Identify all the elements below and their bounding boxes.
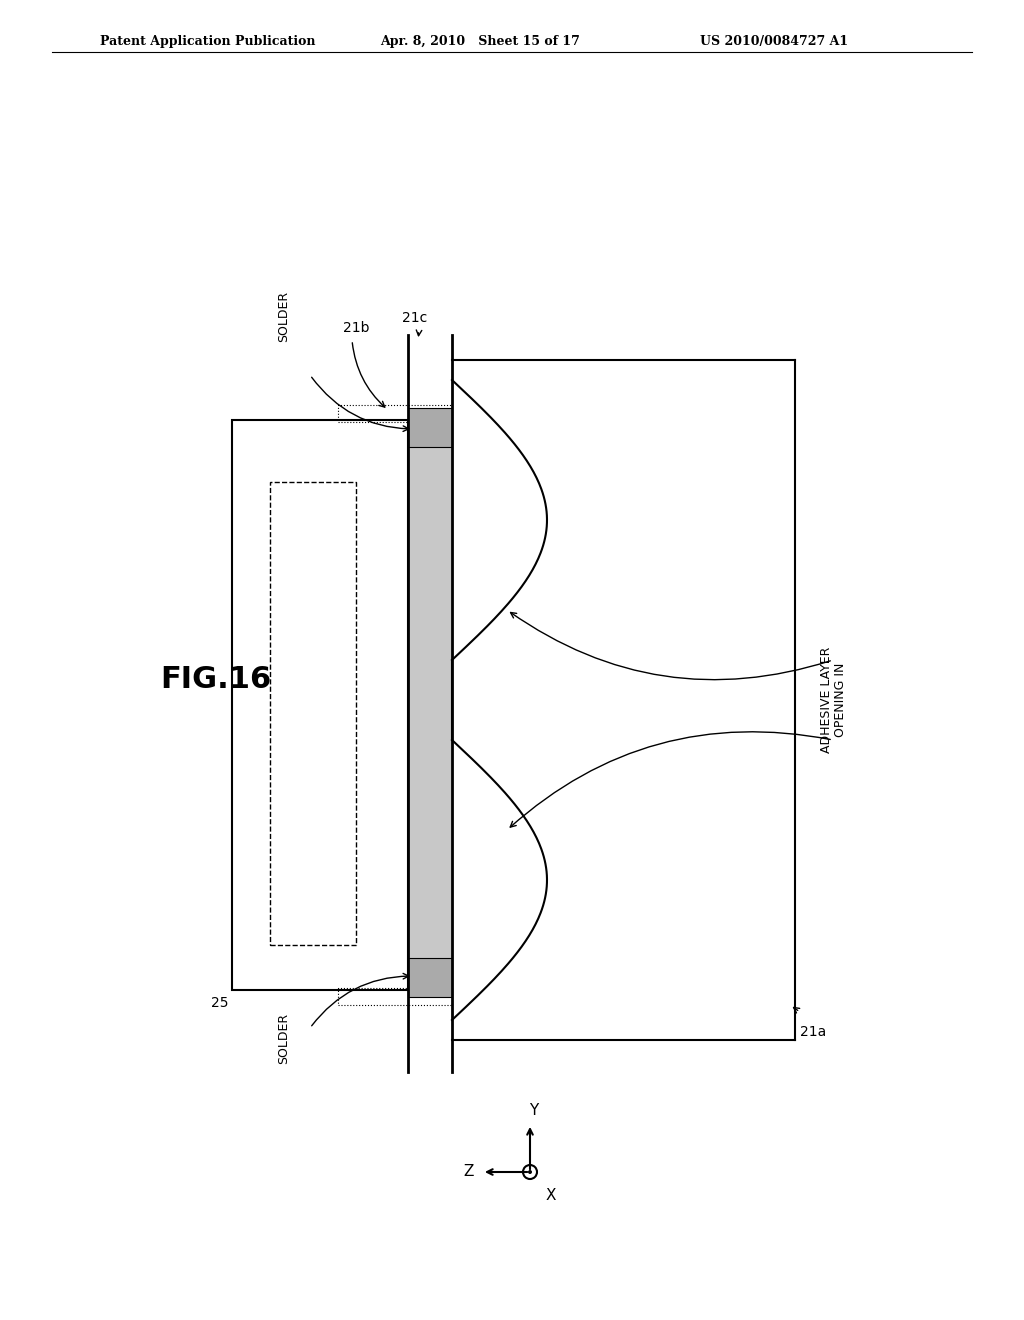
Bar — [408, 958, 452, 997]
Text: SOLDER: SOLDER — [278, 290, 291, 342]
Text: Z: Z — [464, 1164, 474, 1180]
Text: US 2010/0084727 A1: US 2010/0084727 A1 — [700, 36, 848, 48]
Polygon shape — [232, 420, 408, 990]
Text: 21b: 21b — [343, 321, 370, 335]
Text: OPENING IN: OPENING IN — [834, 663, 847, 737]
Text: Patent Application Publication: Patent Application Publication — [100, 36, 315, 48]
Text: 21c: 21c — [402, 312, 428, 325]
Text: ADHESIVE LAYER: ADHESIVE LAYER — [820, 647, 834, 754]
Text: Y: Y — [529, 1104, 539, 1118]
Text: X: X — [546, 1188, 556, 1203]
Bar — [408, 408, 452, 997]
Text: Apr. 8, 2010   Sheet 15 of 17: Apr. 8, 2010 Sheet 15 of 17 — [380, 36, 580, 48]
Text: SOLDER: SOLDER — [278, 1012, 291, 1064]
Text: 21a: 21a — [800, 1026, 826, 1039]
Bar — [408, 408, 452, 447]
Text: FIG.16: FIG.16 — [160, 665, 271, 694]
Text: 25: 25 — [211, 997, 228, 1010]
Circle shape — [528, 1170, 532, 1173]
